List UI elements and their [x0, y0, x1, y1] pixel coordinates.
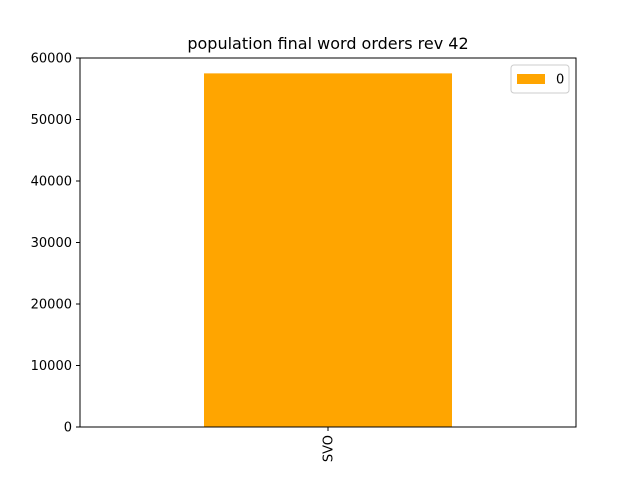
y-tick-label: 50000 [31, 113, 72, 128]
bars-layer [204, 73, 452, 427]
x-axis: SVO [322, 427, 337, 462]
y-tick-label: 0 [64, 421, 72, 436]
y-tick-label: 30000 [31, 236, 72, 251]
y-tick-label: 60000 [31, 52, 72, 67]
y-tick-label: 40000 [31, 175, 72, 190]
x-tick-label: SVO [322, 435, 337, 462]
y-tick-label: 10000 [31, 359, 72, 374]
y-axis: 0 10000 20000 30000 40000 50000 60000 [31, 52, 80, 436]
chart-title: population final word orders rev 42 [187, 34, 468, 53]
legend-label: 0 [556, 73, 564, 88]
legend-swatch [517, 74, 545, 84]
y-tick-label: 20000 [31, 298, 72, 313]
legend: 0 [510, 64, 570, 94]
bar-svo [204, 73, 452, 427]
